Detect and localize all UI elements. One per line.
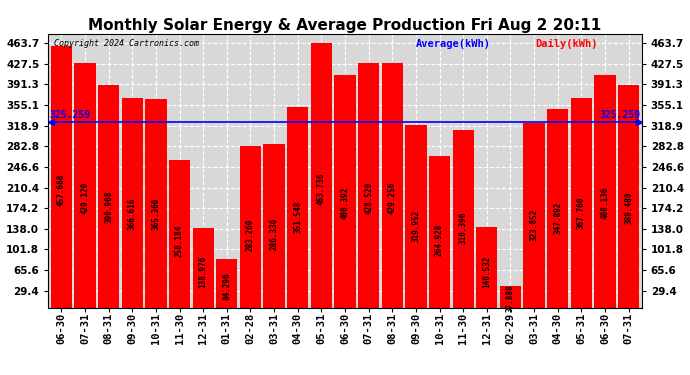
Bar: [358, 63, 380, 308]
Title: Monthly Solar Energy & Average Production Fri Aug 2 20:11: Monthly Solar Energy & Average Productio…: [88, 18, 602, 33]
Text: 286.336: 286.336: [270, 218, 279, 250]
Text: 390.968: 390.968: [104, 191, 113, 224]
Bar: [594, 75, 615, 308]
Bar: [121, 98, 143, 308]
Bar: [500, 286, 521, 308]
Bar: [169, 160, 190, 308]
Bar: [193, 228, 214, 308]
Text: 347.892: 347.892: [553, 202, 562, 234]
Text: 325.259: 325.259: [600, 110, 640, 120]
Text: 258.184: 258.184: [175, 225, 184, 257]
Text: 463.736: 463.736: [317, 172, 326, 205]
Bar: [75, 63, 96, 308]
Text: 351.548: 351.548: [293, 201, 302, 234]
Bar: [264, 144, 285, 308]
Text: 140.532: 140.532: [482, 255, 491, 288]
Text: 323.852: 323.852: [530, 208, 539, 241]
Bar: [476, 227, 497, 308]
Text: 325.259: 325.259: [50, 110, 90, 120]
Text: Daily(kWh): Daily(kWh): [535, 39, 598, 49]
Text: 429.256: 429.256: [388, 181, 397, 213]
Bar: [216, 260, 237, 308]
Bar: [310, 43, 332, 308]
Text: 428.520: 428.520: [364, 182, 373, 214]
Bar: [382, 63, 403, 308]
Bar: [287, 107, 308, 307]
Text: 283.260: 283.260: [246, 219, 255, 251]
Text: 366.616: 366.616: [128, 197, 137, 230]
Bar: [335, 75, 355, 308]
Text: 310.396: 310.396: [459, 211, 468, 244]
Bar: [453, 130, 474, 308]
Bar: [145, 99, 166, 308]
Bar: [618, 86, 640, 308]
Text: 319.952: 319.952: [411, 209, 420, 242]
Text: 138.976: 138.976: [199, 256, 208, 288]
Text: 389.480: 389.480: [624, 191, 633, 224]
Text: Copyright 2024 Cartronics.com: Copyright 2024 Cartronics.com: [55, 39, 199, 48]
Bar: [571, 98, 592, 308]
Bar: [547, 109, 569, 307]
Text: 264.928: 264.928: [435, 224, 444, 256]
Text: 367.760: 367.760: [577, 197, 586, 229]
Bar: [405, 125, 426, 308]
Bar: [429, 156, 450, 308]
Text: 37.888: 37.888: [506, 284, 515, 312]
Text: 365.360: 365.360: [151, 198, 160, 230]
Bar: [98, 84, 119, 308]
Bar: [240, 146, 261, 308]
Text: 84.296: 84.296: [222, 272, 231, 300]
Text: 429.120: 429.120: [81, 181, 90, 213]
Text: 457.668: 457.668: [57, 174, 66, 206]
Text: Average(kWh): Average(kWh): [416, 39, 491, 49]
Text: 408.392: 408.392: [340, 186, 350, 219]
Bar: [50, 46, 72, 308]
Text: 408.136: 408.136: [600, 187, 609, 219]
Bar: [524, 123, 545, 308]
